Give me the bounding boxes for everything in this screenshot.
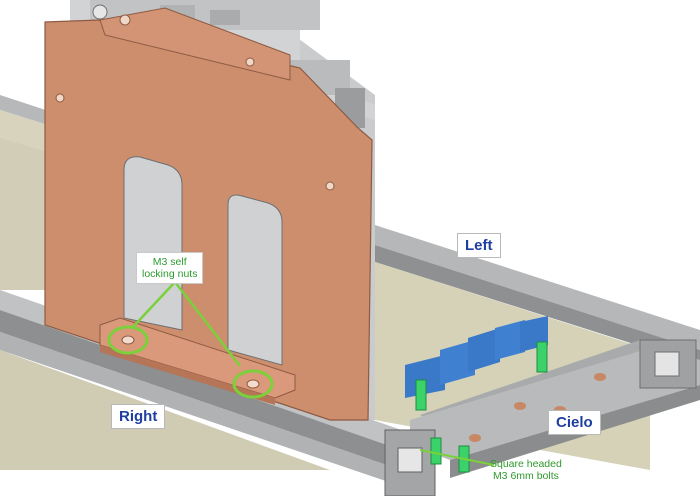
copper-strip — [99, 317, 296, 405]
callout-bolts-line2: M3 6mm bolts — [492, 470, 559, 482]
callout-nuts-line2: locking nuts — [142, 268, 198, 280]
label-left-text: Left — [465, 237, 493, 254]
nut-highlights — [107, 325, 274, 399]
blue-connectors — [405, 316, 548, 398]
callout-nuts-line1: M3 self — [152, 256, 187, 268]
callout-bolts-line1: Square headed — [490, 458, 562, 470]
callout-nuts: M3 self locking nuts — [136, 252, 204, 284]
leader-lines — [131, 281, 495, 466]
callout-bolts: Square headed M3 6mm bolts — [490, 458, 562, 482]
label-right-text: Right — [119, 408, 158, 425]
label-cielo: Cielo — [548, 410, 601, 435]
label-left: Left — [457, 233, 501, 258]
label-cielo-text: Cielo — [556, 414, 593, 431]
label-right: Right — [111, 404, 166, 429]
